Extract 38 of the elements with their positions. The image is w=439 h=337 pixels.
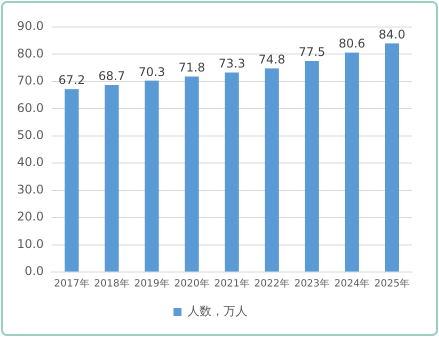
y-tick-label: 50.0 <box>17 128 44 142</box>
y-tick-label: 30.0 <box>17 182 44 196</box>
y-tick-label: 10.0 <box>17 236 44 251</box>
y-tick-label: 40.0 <box>17 155 44 170</box>
y-tick-label: 80.0 <box>17 46 44 60</box>
bar <box>144 80 159 272</box>
data-label: 73.3 <box>218 56 246 71</box>
y-tick-label: 70.0 <box>17 74 44 88</box>
data-label: 77.5 <box>298 45 326 60</box>
bar <box>104 84 119 272</box>
x-tick-label: 2023年 <box>294 278 330 290</box>
data-label: 80.6 <box>338 36 366 51</box>
bar <box>384 43 399 272</box>
data-label: 67.2 <box>58 73 86 88</box>
x-tick-label: 2022年 <box>254 278 290 290</box>
y-tick-label: 20.0 <box>17 210 44 224</box>
data-label: 84.0 <box>378 27 406 42</box>
x-tick-label: 2019年 <box>134 278 170 290</box>
x-tick-label: 2025年 <box>374 278 410 290</box>
legend-label: 人数，万人 <box>188 304 248 318</box>
bar <box>344 52 359 272</box>
data-label: 74.8 <box>258 52 286 67</box>
x-tick-label: 2017年 <box>54 278 90 290</box>
x-tick-label: 2024年 <box>334 278 370 290</box>
x-tick-label: 2018年 <box>94 278 130 290</box>
bar <box>264 68 279 272</box>
data-label: 70.3 <box>138 64 166 79</box>
bar <box>304 61 319 272</box>
bar <box>224 72 239 272</box>
x-tick-label: 2020年 <box>174 278 210 290</box>
y-tick-label: 60.0 <box>17 100 44 115</box>
data-label: 68.7 <box>98 69 126 84</box>
bar <box>64 89 79 272</box>
x-tick-label: 2021年 <box>214 278 250 290</box>
y-tick-label: 90.0 <box>17 19 44 34</box>
y-tick-label: 0.0 <box>24 264 44 278</box>
data-label: 71.8 <box>178 60 206 75</box>
bar <box>184 76 199 272</box>
